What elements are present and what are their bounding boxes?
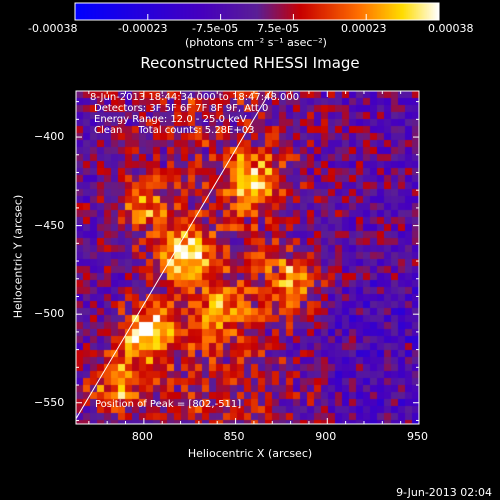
- plot-frame: [75, 90, 420, 425]
- info-detectors: Detectors: 3F 5F 6F 7F 8F 9F, Att 0: [94, 103, 269, 114]
- heatmap-container: [76, 91, 419, 424]
- peak-position-label: Position of Peak = [802,-511]: [95, 399, 242, 410]
- info-time-range: 8-Jun-2013 18:44:34.000 to 18:47:48.000: [90, 92, 300, 103]
- y-axis-label: Heliocentric Y (arcsec): [11, 194, 25, 319]
- colorbar: [75, 3, 439, 20]
- x-axis-label: Heliocentric X (arcsec): [187, 447, 313, 460]
- colorbar-tick-label: -0.00023: [118, 22, 168, 35]
- colorbar-tick-label: 7.5e-05: [257, 22, 300, 35]
- colorbar-unit-label: (photons cm⁻² s⁻¹ asec⁻²): [185, 36, 327, 49]
- info-energy-range: Energy Range: 12.0 - 25.0 keV: [94, 114, 247, 125]
- colorbar-tick-label: -7.5e-05: [192, 22, 239, 35]
- y-tick-label: −450: [34, 218, 65, 232]
- heatmap-image: [76, 91, 419, 424]
- colorbar-tick-label: 0.00023: [341, 22, 387, 35]
- x-tick-label: 850: [223, 430, 245, 443]
- info-algorithm: Clean Total counts: 5.28E+03: [94, 125, 255, 136]
- x-tick-label: 950: [407, 430, 428, 443]
- chart-title: Reconstructed RHESSI Image: [140, 54, 360, 72]
- x-tick-label: 800: [131, 430, 153, 443]
- y-tick-label: −400: [34, 130, 65, 144]
- solar-limb-line: [75, 90, 271, 419]
- y-tick-label: −550: [34, 395, 65, 409]
- y-tick-label: −500: [34, 307, 65, 321]
- colorbar-tick-label: 0.00038: [428, 22, 474, 35]
- colorbar-tick-label: -0.00038: [28, 22, 78, 35]
- colorbar-frame: [74, 2, 440, 21]
- footer-date: 9-Jun-2013 02:04: [396, 486, 492, 499]
- x-tick-label: 900: [315, 430, 337, 443]
